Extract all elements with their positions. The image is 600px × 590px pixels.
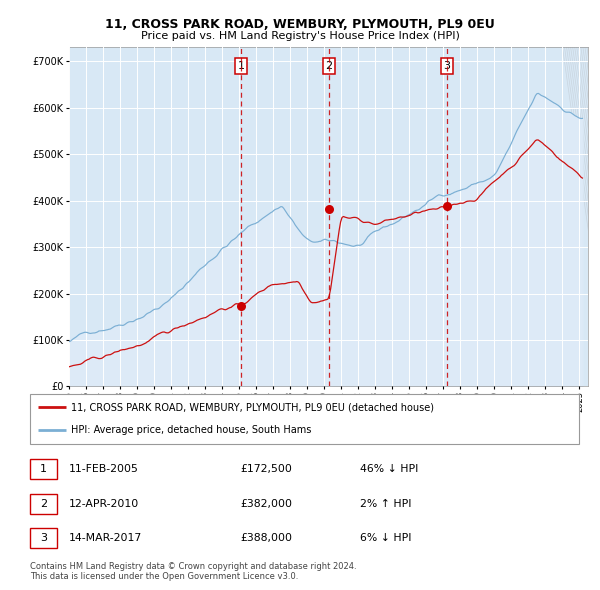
Text: 12-APR-2010: 12-APR-2010: [69, 499, 139, 509]
Text: £388,000: £388,000: [240, 533, 292, 543]
Text: 11, CROSS PARK ROAD, WEMBURY, PLYMOUTH, PL9 0EU: 11, CROSS PARK ROAD, WEMBURY, PLYMOUTH, …: [105, 18, 495, 31]
Text: 2: 2: [40, 499, 47, 509]
Text: 3: 3: [40, 533, 47, 543]
Text: 1: 1: [40, 464, 47, 474]
Text: 2% ↑ HPI: 2% ↑ HPI: [360, 499, 412, 509]
FancyBboxPatch shape: [30, 394, 579, 444]
Text: 3: 3: [443, 61, 451, 71]
Text: 11, CROSS PARK ROAD, WEMBURY, PLYMOUTH, PL9 0EU (detached house): 11, CROSS PARK ROAD, WEMBURY, PLYMOUTH, …: [71, 402, 434, 412]
Text: 2: 2: [325, 61, 332, 71]
Text: £382,000: £382,000: [240, 499, 292, 509]
Text: 11-FEB-2005: 11-FEB-2005: [69, 464, 139, 474]
Text: HPI: Average price, detached house, South Hams: HPI: Average price, detached house, Sout…: [71, 425, 311, 435]
Text: 46% ↓ HPI: 46% ↓ HPI: [360, 464, 418, 474]
Text: This data is licensed under the Open Government Licence v3.0.: This data is licensed under the Open Gov…: [30, 572, 298, 581]
Text: 14-MAR-2017: 14-MAR-2017: [69, 533, 142, 543]
Text: £172,500: £172,500: [240, 464, 292, 474]
Text: Contains HM Land Registry data © Crown copyright and database right 2024.: Contains HM Land Registry data © Crown c…: [30, 562, 356, 571]
Text: Price paid vs. HM Land Registry's House Price Index (HPI): Price paid vs. HM Land Registry's House …: [140, 31, 460, 41]
Text: 1: 1: [238, 61, 245, 71]
Text: 6% ↓ HPI: 6% ↓ HPI: [360, 533, 412, 543]
